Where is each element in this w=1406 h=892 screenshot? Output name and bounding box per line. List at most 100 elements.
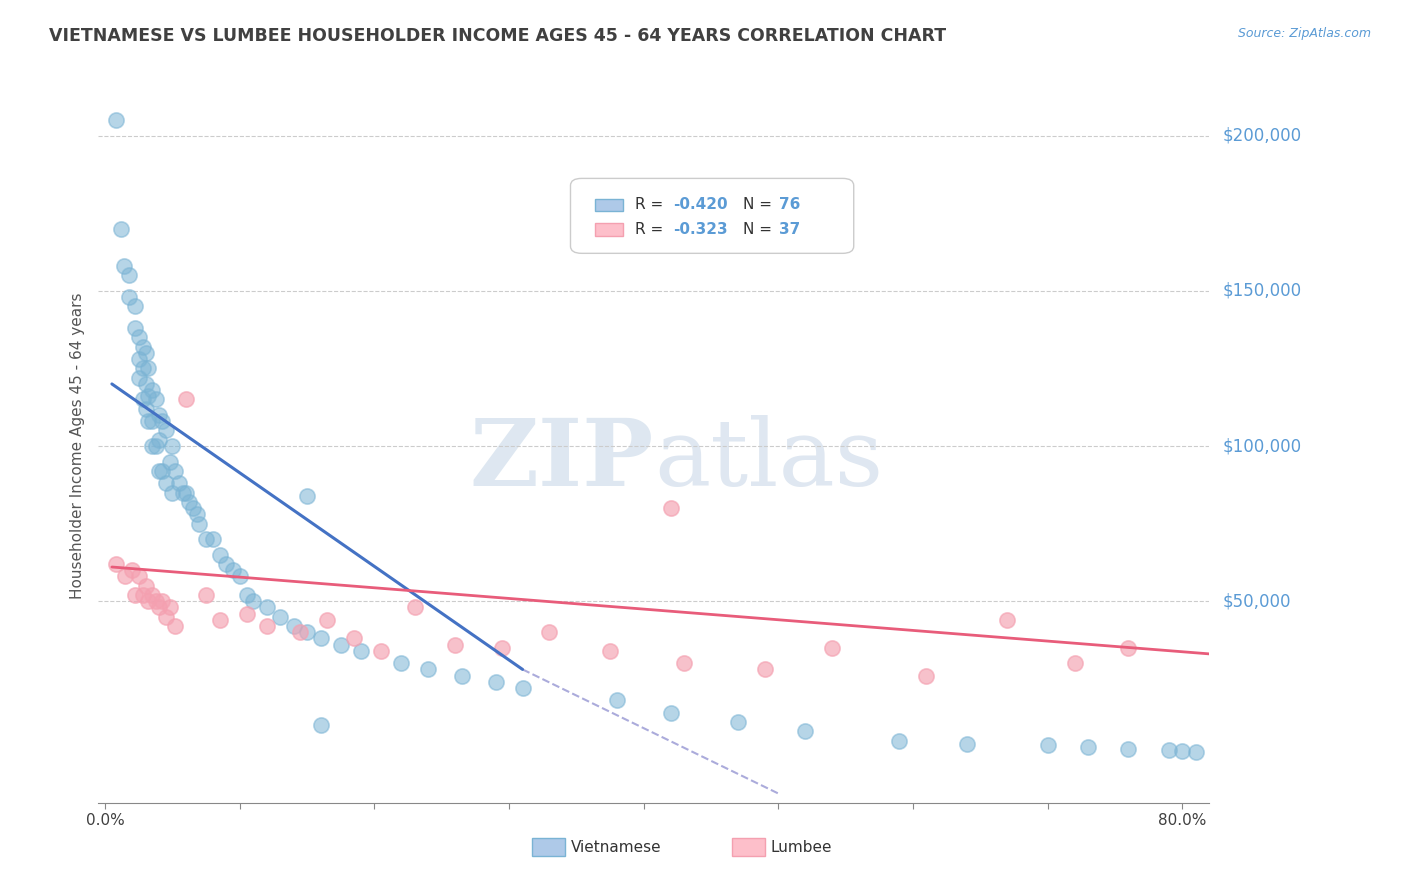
Point	[128, 352, 150, 367]
Point	[316, 613, 339, 627]
Point	[132, 392, 155, 407]
Point	[162, 439, 184, 453]
Point	[136, 389, 159, 403]
Point	[444, 638, 467, 652]
Point	[215, 557, 238, 571]
Point	[132, 361, 155, 376]
Point	[172, 485, 194, 500]
Point	[1118, 640, 1140, 655]
Point	[673, 656, 696, 670]
Point	[754, 662, 776, 676]
Point	[135, 401, 157, 416]
Point	[118, 268, 141, 283]
Point	[155, 424, 177, 438]
Point	[186, 508, 208, 522]
Point	[222, 563, 245, 577]
Point	[256, 619, 278, 633]
Text: R =: R =	[636, 222, 668, 236]
Point	[1184, 745, 1206, 759]
Point	[370, 644, 392, 658]
Point	[484, 674, 506, 689]
Point	[145, 439, 167, 453]
Point	[309, 718, 332, 732]
Text: VIETNAMESE VS LUMBEE HOUSEHOLDER INCOME AGES 45 - 64 YEARS CORRELATION CHART: VIETNAMESE VS LUMBEE HOUSEHOLDER INCOME …	[49, 27, 946, 45]
Point	[114, 569, 136, 583]
Point	[418, 662, 440, 676]
Point	[155, 476, 177, 491]
Point	[148, 433, 170, 447]
Text: N =: N =	[742, 197, 776, 212]
Point	[1077, 739, 1099, 754]
Point	[162, 485, 184, 500]
Point	[159, 454, 181, 468]
Text: $50,000: $50,000	[1223, 592, 1292, 610]
Point	[269, 609, 291, 624]
Point	[135, 579, 157, 593]
Point	[208, 613, 231, 627]
Text: 37: 37	[779, 222, 800, 236]
Point	[329, 638, 352, 652]
Point	[174, 485, 197, 500]
Point	[165, 619, 187, 633]
Point	[404, 600, 426, 615]
Point	[135, 376, 157, 391]
Point	[148, 408, 170, 422]
Point	[195, 588, 218, 602]
Point	[128, 569, 150, 583]
Point	[177, 495, 200, 509]
Bar	[595, 199, 623, 211]
Point	[242, 594, 264, 608]
Point	[104, 113, 127, 128]
Point	[141, 439, 163, 453]
Point	[229, 569, 252, 583]
Point	[132, 340, 155, 354]
Point	[235, 588, 257, 602]
Point	[915, 668, 938, 682]
Point	[659, 501, 682, 516]
Text: -0.420: -0.420	[672, 197, 727, 212]
Point	[112, 259, 135, 273]
Point	[1063, 656, 1085, 670]
Point	[136, 414, 159, 428]
Point	[889, 733, 911, 747]
Point	[727, 715, 749, 730]
Text: ZIP: ZIP	[470, 416, 654, 505]
Point	[104, 557, 127, 571]
Point	[1118, 741, 1140, 756]
Point	[451, 668, 474, 682]
Point	[174, 392, 197, 407]
Point	[195, 532, 218, 546]
Text: atlas: atlas	[654, 416, 883, 505]
Text: N =: N =	[742, 222, 776, 236]
Point	[659, 706, 682, 720]
Point	[343, 632, 366, 646]
Point	[188, 516, 211, 531]
FancyBboxPatch shape	[571, 178, 853, 253]
Text: $150,000: $150,000	[1223, 282, 1302, 300]
Point	[136, 361, 159, 376]
Point	[794, 724, 817, 739]
Point	[201, 532, 224, 546]
Point	[538, 625, 561, 640]
Point	[283, 619, 305, 633]
Point	[124, 299, 146, 313]
Point	[124, 321, 146, 335]
Point	[150, 594, 173, 608]
Text: 76: 76	[779, 197, 800, 212]
Point	[165, 464, 187, 478]
Text: Vietnamese: Vietnamese	[571, 840, 661, 855]
Point	[145, 594, 167, 608]
Point	[136, 594, 159, 608]
Point	[1157, 743, 1180, 757]
Point	[148, 464, 170, 478]
Text: $100,000: $100,000	[1223, 437, 1302, 455]
Text: Source: ZipAtlas.com: Source: ZipAtlas.com	[1237, 27, 1371, 40]
Point	[1171, 744, 1194, 758]
Text: Lumbee: Lumbee	[770, 840, 832, 855]
Point	[821, 640, 844, 655]
Point	[290, 625, 312, 640]
Point	[121, 563, 143, 577]
Point	[295, 489, 318, 503]
Bar	[595, 223, 623, 235]
Point	[128, 370, 150, 384]
